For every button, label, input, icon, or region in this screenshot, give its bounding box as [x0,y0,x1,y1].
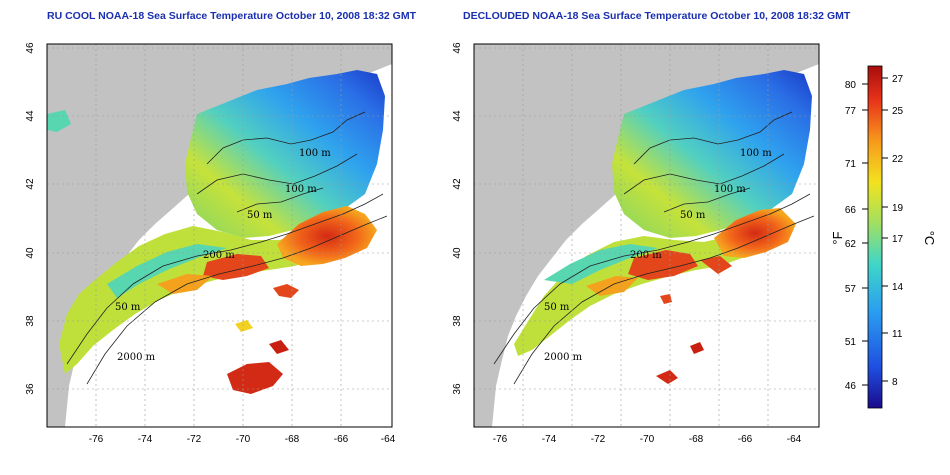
left-lon-tick: -74 [138,434,153,445]
right-lon-tick: -76 [493,434,508,445]
left-map-frame [46,43,393,428]
right-lat-tick: 36 [452,383,463,395]
f-tick: 46 [845,381,857,392]
right-map-panel: 100 m 100 m 50 m 200 m 50 m 2000 m [473,43,820,428]
left-lon-tick: -70 [236,434,251,445]
c-tick: 25 [892,106,904,117]
right-land-mass [474,44,819,427]
right-sst-mid [514,230,760,356]
right-warm-eddy [656,370,678,384]
colorbar-unit-celsius: °C [922,231,937,246]
right-lon-tick: -70 [640,434,655,445]
left-lon-tick: -72 [187,434,202,445]
left-lat-tick: 44 [25,110,36,122]
right-lat-axis: 36 38 40 42 44 46 [452,42,463,395]
right-lat-tick: 42 [452,178,463,190]
right-lat-tick: 40 [452,247,463,259]
right-contour-label-100m-a: 100 m [740,148,772,159]
left-sst-cold [185,70,385,238]
right-lon-tick: -68 [689,434,704,445]
left-contour-label-50m-b: 50 m [115,302,141,313]
left-warm-eddy [227,362,283,394]
right-lat-tick: 38 [452,315,463,327]
left-lat-tick: 40 [25,247,36,259]
right-contour-label-200m: 200 m [630,250,662,261]
left-lon-axis: -76 -74 -72 -70 -68 -66 -64 [89,434,396,445]
right-contour-label-50m-a: 50 m [680,210,706,221]
left-contour-label-100m-b: 100 m [285,184,317,195]
f-tick: 80 [845,80,857,91]
right-sst-warm [714,208,796,258]
left-map-panel: 100 m 100 m 50 m 200 m 50 m 2000 m [46,43,393,428]
left-lon-tick: -76 [89,434,104,445]
left-contour-label-2000m: 2000 m [117,352,156,363]
f-tick: 66 [845,205,857,216]
left-bathymetry-contours [66,111,388,385]
map-title-right: DECLOUDED NOAA-18 Sea Surface Temperatur… [463,10,851,22]
left-lat-tick: 46 [25,42,36,54]
left-contour-label-200m: 200 m [203,250,235,261]
colorbar-unit-fahrenheit: °F [830,231,845,244]
left-lon-tick: -64 [381,434,396,445]
c-tick: 27 [892,74,904,85]
c-tick: 14 [892,282,904,293]
right-contour-label-2000m: 2000 m [544,352,583,363]
right-lon-tick: -66 [738,434,753,445]
right-contour-label-50m-b: 50 m [544,302,570,313]
f-tick: 62 [845,239,857,250]
f-tick: 71 [845,159,857,170]
map-title-left: RU COOL NOAA-18 Sea Surface Temperature … [47,10,416,22]
left-grid [47,44,392,427]
left-lon-tick: -66 [334,434,349,445]
left-lat-tick: 42 [25,178,36,190]
right-lat-tick: 46 [452,42,463,54]
right-sst-cold [612,70,812,238]
left-contour-label-100m-a: 100 m [299,148,331,159]
right-contour-label-100m-b: 100 m [714,184,746,195]
left-lat-tick: 38 [25,315,36,327]
c-tick: 11 [892,329,903,340]
right-lon-tick: -74 [542,434,557,445]
f-tick: 51 [845,337,857,348]
colorbar: 46 51 57 62 66 71 77 80 8 11 14 17 [830,65,937,409]
left-land-mass [47,44,392,427]
left-lat-axis: 36 38 40 42 44 46 [25,42,36,395]
f-tick: 77 [845,106,857,117]
left-lon-tick: -68 [285,434,300,445]
c-tick: 19 [892,203,904,214]
right-map-frame [473,43,820,428]
c-tick: 22 [892,154,904,165]
right-lon-tick: -72 [591,434,606,445]
c-tick: 17 [892,234,904,245]
right-lat-tick: 44 [452,110,463,122]
colorbar-fahrenheit-ticks: 46 51 57 62 66 71 77 80 [845,80,868,392]
right-lon-axis: -76 -74 -72 -70 -68 -66 -64 [493,434,802,445]
colorbar-celsius-ticks: 8 11 14 17 19 22 25 27 [882,74,904,388]
colorbar-gradient [867,65,883,409]
f-tick: 57 [845,284,857,295]
left-contour-label-50m-a: 50 m [247,210,273,221]
left-lat-tick: 36 [25,383,36,395]
right-lon-tick: -64 [787,434,802,445]
right-bathymetry-contours [493,111,815,385]
c-tick: 8 [892,377,898,388]
right-grid [474,44,819,427]
